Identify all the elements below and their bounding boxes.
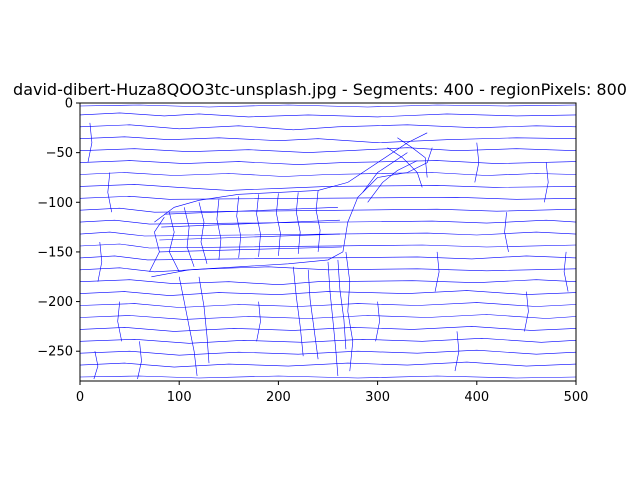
x-tick-label-1: 100	[167, 390, 192, 405]
y-axis: 0 −50 −100 −150 −200 −250	[37, 97, 80, 360]
segment-line-0-40	[159, 246, 342, 253]
segment-line-0-42	[367, 160, 418, 203]
segment-line-0-29	[183, 207, 195, 267]
segment-line-0-51	[345, 251, 354, 372]
segment-line-0-58	[504, 212, 509, 252]
x-tick-label-3: 300	[365, 390, 390, 405]
y-tick-label-0: 0	[65, 97, 73, 112]
segment-line-0-38	[161, 219, 340, 228]
segment-line-0-23	[79, 375, 577, 379]
segment-line-0-15	[79, 279, 577, 286]
x-tick-label-4: 400	[464, 390, 489, 405]
segment-line-0-47	[293, 266, 304, 357]
segment-line-0-18	[79, 314, 577, 320]
y-tick-label-2: −100	[37, 196, 73, 211]
segment-line-0-49	[327, 261, 339, 377]
segment-line-0-27	[342, 147, 433, 252]
x-tick-label-2: 200	[266, 390, 291, 405]
y-tick-label-5: −250	[37, 345, 73, 360]
segment-line-0-26	[151, 251, 344, 278]
segment-line-0-17	[79, 302, 577, 308]
segment-line-0-28	[168, 212, 180, 272]
segment-line-0-12	[79, 243, 577, 249]
x-tick-label-0: 0	[76, 390, 84, 405]
segment-line-0-35	[295, 192, 301, 254]
segment-line-0-30	[198, 202, 208, 264]
segment-line-0-57	[474, 142, 480, 183]
segment-line-0-5	[79, 160, 577, 165]
segment-line-0-63	[434, 251, 440, 292]
segment-line-0-37	[164, 207, 338, 215]
segment-line-0-25	[149, 217, 165, 272]
y-tick-label-4: −200	[37, 295, 73, 310]
segment-line-0-32	[236, 196, 242, 258]
x-axis: 0 100 200 300 400 500	[76, 381, 589, 405]
segment-line-0-39	[159, 233, 340, 241]
x-tick-label-5: 500	[564, 390, 589, 405]
segment-line-0-2	[79, 124, 577, 131]
segment-line-0-9	[79, 207, 577, 213]
segment-line-0-64	[375, 301, 380, 342]
segment-line-0-60	[524, 291, 529, 332]
segment-line-0-1	[79, 112, 577, 118]
segment-line-0-56	[93, 351, 99, 380]
segment-line-0-65	[256, 301, 261, 342]
segment-line-0-55	[117, 301, 122, 342]
segment-line-0-46	[198, 276, 210, 364]
segment-line-0-13	[79, 255, 577, 261]
segment-line-0-34	[276, 193, 281, 256]
segment-line-0-54	[97, 241, 103, 282]
segment-line-0-8	[79, 195, 577, 200]
segment-line-0-62	[563, 251, 569, 292]
segment-line-0-11	[79, 231, 577, 237]
segment-line-0-6	[79, 172, 577, 177]
plot-lines	[79, 104, 577, 380]
segment-line-0-50	[337, 259, 347, 350]
segment-line-0-3	[79, 136, 577, 144]
segment-line-0-21	[79, 349, 577, 356]
segment-line-0-66	[137, 341, 142, 380]
y-tick-label-3: −150	[37, 245, 73, 260]
segment-line-0-0	[79, 104, 577, 108]
y-tick-label-1: −50	[46, 146, 73, 161]
segment-line-0-41	[362, 152, 408, 193]
segment-line-0-14	[79, 266, 577, 273]
segment-line-0-45	[178, 276, 198, 377]
segment-line-0-19	[79, 326, 577, 332]
segment-line-0-24	[154, 132, 428, 223]
segment-line-0-20	[79, 337, 577, 344]
segment-line-0-16	[79, 290, 577, 296]
segment-line-0-59	[544, 162, 549, 203]
segment-line-0-4	[79, 147, 577, 153]
segment-line-0-33	[256, 194, 261, 257]
segment-line-0-53	[107, 172, 112, 213]
segment-line-0-10	[79, 219, 577, 225]
segment-line-0-7	[79, 184, 577, 191]
segment-line-0-48	[307, 269, 319, 360]
plot-frame	[79, 102, 577, 382]
segment-line-0-43	[387, 147, 423, 188]
chart-title: david-dibert-Huza8QOO3tc-unsplash.jpg - …	[13, 80, 627, 99]
segment-line-0-31	[216, 199, 222, 260]
segment-line-0-52	[87, 122, 93, 163]
segment-line-0-44	[397, 137, 428, 178]
segment-line-0-61	[454, 331, 460, 372]
segment-line-0-36	[315, 190, 321, 252]
segment-line-0-22	[79, 361, 577, 368]
